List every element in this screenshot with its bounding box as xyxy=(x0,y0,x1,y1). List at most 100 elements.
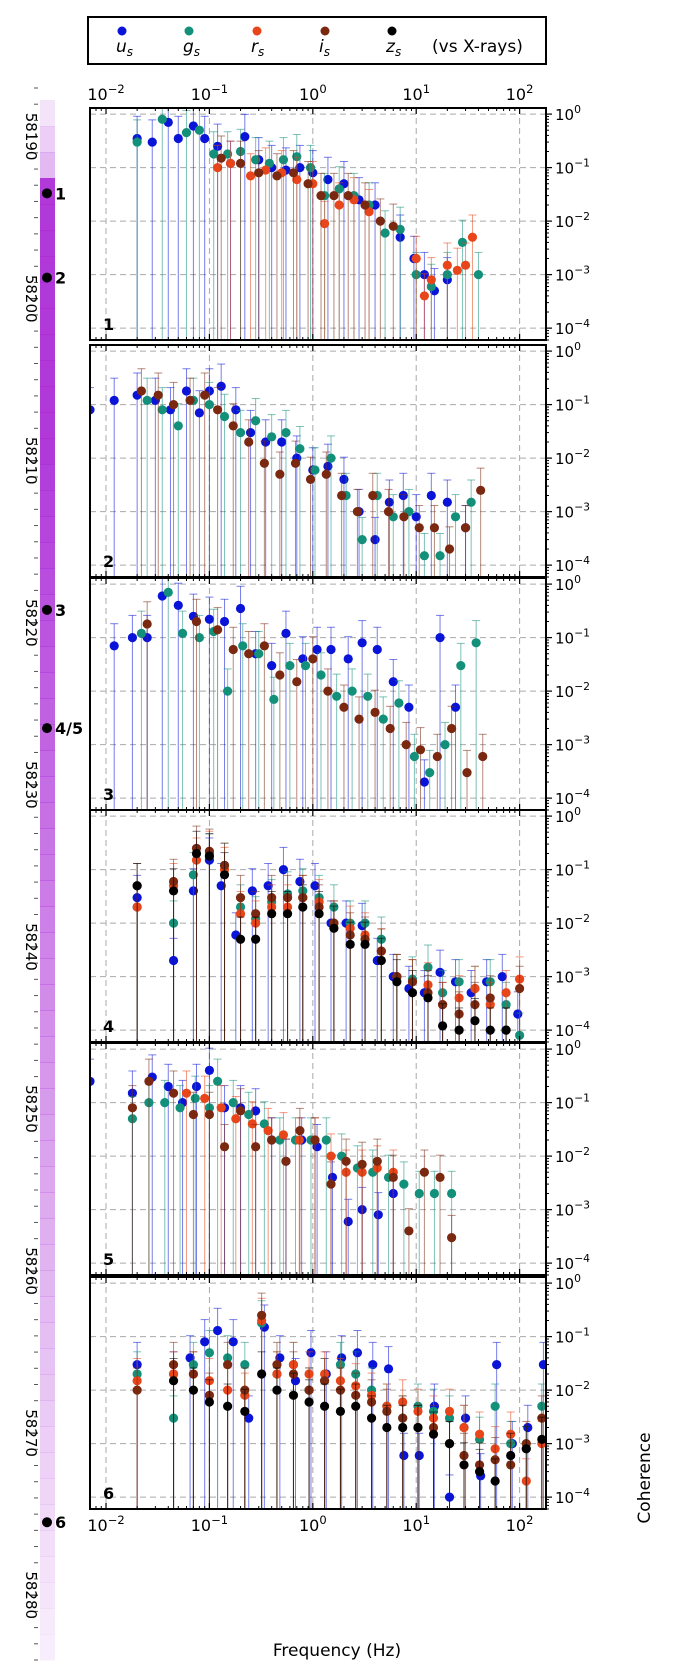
legend-entry-z: zs xyxy=(385,26,401,59)
panel-points xyxy=(132,825,525,1042)
data-point xyxy=(323,174,333,185)
error-bar xyxy=(217,1085,226,1275)
y-tick-label: 100 xyxy=(555,103,581,124)
data-point xyxy=(411,512,421,522)
data-point xyxy=(285,660,295,671)
y-tick-label: 10−4 xyxy=(555,1486,590,1507)
data-point xyxy=(429,523,440,533)
data-point xyxy=(310,1135,320,1145)
error-bar xyxy=(311,1117,320,1275)
data-point xyxy=(200,1337,210,1347)
data-point xyxy=(471,638,481,648)
error-bar xyxy=(236,409,245,577)
data-point xyxy=(447,1188,457,1199)
data-point xyxy=(259,458,269,468)
data-point xyxy=(351,1401,361,1411)
error-bar xyxy=(373,626,382,810)
data-point xyxy=(419,1167,429,1177)
data-point xyxy=(454,1025,464,1035)
error-bar xyxy=(316,172,325,340)
data-point xyxy=(204,1348,215,1358)
data-point xyxy=(305,474,316,485)
error-bar xyxy=(244,419,253,577)
data-point xyxy=(401,740,411,750)
timeline-marker-label: 2 xyxy=(55,269,66,288)
data-point xyxy=(360,939,370,950)
data-point xyxy=(314,909,324,919)
data-point xyxy=(235,934,246,944)
error-bar xyxy=(415,1432,424,1509)
data-point xyxy=(323,461,333,472)
data-point xyxy=(310,881,320,891)
x-tick-label-top: 101 xyxy=(402,82,430,104)
error-bar xyxy=(522,1426,531,1509)
series-u xyxy=(132,837,523,1042)
data-point xyxy=(251,1106,261,1116)
data-point xyxy=(259,641,269,651)
error-bar xyxy=(148,1054,157,1275)
data-point xyxy=(160,1098,170,1108)
error-bar xyxy=(178,610,187,810)
data-point xyxy=(398,490,408,501)
data-point xyxy=(257,1310,267,1320)
data-point xyxy=(231,405,241,415)
data-point xyxy=(157,405,167,415)
data-point xyxy=(188,1385,198,1395)
error-bar xyxy=(301,642,310,810)
data-point xyxy=(142,619,152,629)
data-point xyxy=(435,1172,445,1183)
timeline-tick-label: 58190 xyxy=(22,113,40,161)
data-point xyxy=(383,507,394,517)
data-point xyxy=(399,512,409,522)
data-point xyxy=(467,232,478,242)
data-point xyxy=(337,490,347,501)
y-tick-label: 10−4 xyxy=(555,1252,590,1273)
data-point xyxy=(173,421,183,431)
data-point xyxy=(216,153,226,163)
panel-6: 100 10−1 10−2 10−3 10−4 6 xyxy=(89,1272,590,1510)
error-bar xyxy=(311,863,320,1042)
data-point xyxy=(394,698,404,708)
legend-marker xyxy=(320,26,330,36)
error-bar xyxy=(231,387,240,577)
error-bar xyxy=(344,172,353,340)
data-point xyxy=(364,207,374,217)
error-bar xyxy=(404,1208,413,1275)
error-bar xyxy=(385,479,394,577)
error-bar xyxy=(90,1058,94,1275)
error-bar xyxy=(236,585,245,810)
error-bar xyxy=(456,642,465,810)
error-bar xyxy=(248,868,257,1042)
panel-points xyxy=(132,108,484,340)
data-point xyxy=(450,512,461,522)
data-point xyxy=(175,1103,185,1113)
legend-entry-u: us xyxy=(116,26,133,59)
timeline-marker-label: 4/5 xyxy=(55,719,83,738)
error-bar xyxy=(174,115,183,340)
data-point xyxy=(90,405,95,415)
data-point xyxy=(490,1476,500,1486)
error-bar xyxy=(143,601,152,810)
data-point xyxy=(267,909,277,919)
data-point xyxy=(459,1460,469,1470)
error-bar xyxy=(137,368,146,577)
error-bar xyxy=(240,113,249,340)
error-bar xyxy=(267,642,276,810)
panel-grid xyxy=(90,1277,546,1509)
series-i xyxy=(136,368,486,577)
legend-entry-r: rs xyxy=(251,26,264,59)
panel-frame xyxy=(89,107,547,341)
timeline-tick-label: 58280 xyxy=(22,1571,40,1619)
error-bar xyxy=(368,1341,377,1509)
data-point xyxy=(228,421,238,431)
data-point xyxy=(388,677,398,687)
data-point xyxy=(399,1179,409,1189)
data-point xyxy=(244,649,254,659)
data-point xyxy=(282,909,293,919)
error-bar xyxy=(433,733,442,810)
data-point xyxy=(275,469,285,479)
data-point xyxy=(267,1135,277,1145)
error-bar xyxy=(279,846,288,1042)
error-bar xyxy=(467,970,476,1042)
y-tick-label: 10−2 xyxy=(555,1145,590,1166)
